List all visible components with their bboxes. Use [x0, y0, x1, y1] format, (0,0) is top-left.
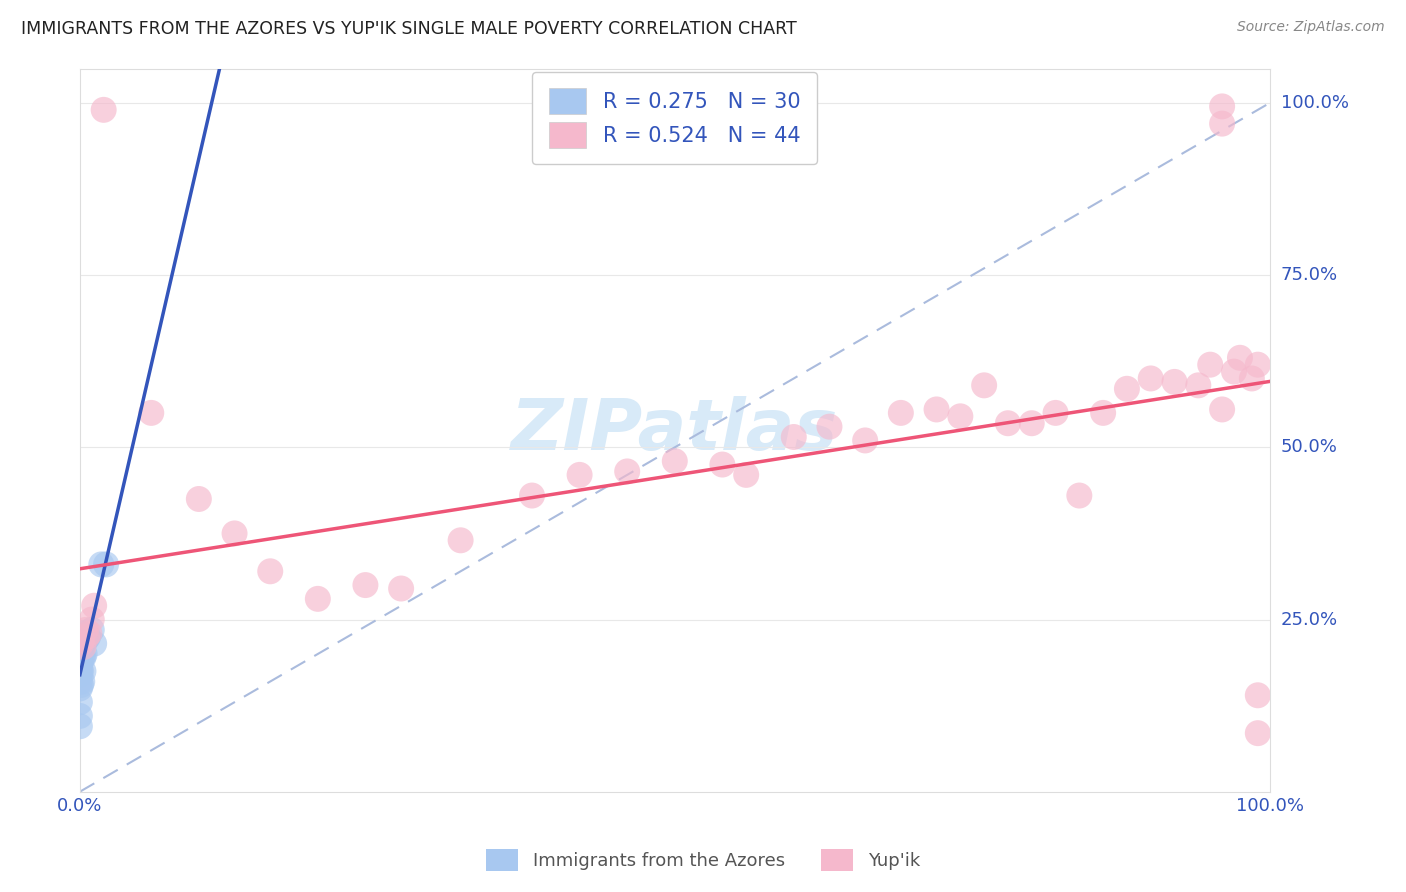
Point [70, 637, 93, 651]
Point [664, 454, 686, 468]
Point [70, 633, 93, 648]
Point [1240, 371, 1263, 385]
Text: Source: ZipAtlas.com: Source: ZipAtlas.com [1237, 20, 1385, 34]
Point [1069, 489, 1091, 503]
Text: 100.0%: 100.0% [1281, 94, 1348, 112]
Text: 25.0%: 25.0% [1281, 610, 1339, 629]
Point [890, 406, 912, 420]
Point [72, 640, 94, 654]
Point [77, 630, 100, 644]
Point [69, 654, 91, 668]
Point [520, 489, 543, 503]
Point [70, 633, 93, 648]
Point [1092, 406, 1115, 420]
Point [69, 664, 91, 678]
Point [70, 650, 93, 665]
Point [69, 667, 91, 681]
Point [949, 409, 972, 424]
Point [94, 558, 117, 572]
Point [853, 434, 876, 448]
Point [973, 378, 995, 392]
Point [1223, 365, 1246, 379]
Point [1211, 117, 1233, 131]
Point [997, 416, 1019, 430]
Point [72, 650, 94, 665]
Point [1163, 375, 1185, 389]
Point [80, 613, 103, 627]
Point [389, 582, 412, 596]
Point [72, 637, 94, 651]
Point [450, 533, 472, 548]
Text: 50.0%: 50.0% [1281, 438, 1337, 457]
Point [70, 626, 93, 640]
Point [80, 623, 103, 637]
Legend: R = 0.275   N = 30, R = 0.524   N = 44: R = 0.275 N = 30, R = 0.524 N = 44 [533, 71, 817, 164]
Point [1139, 371, 1161, 385]
Point [1211, 99, 1233, 113]
Point [69, 661, 91, 675]
Text: ZIPatlas: ZIPatlas [512, 396, 838, 465]
Point [1187, 378, 1209, 392]
Point [1116, 382, 1139, 396]
Point [925, 402, 948, 417]
Point [616, 465, 638, 479]
Point [735, 467, 758, 482]
Point [70, 654, 93, 668]
Point [69, 709, 91, 723]
Point [1045, 406, 1067, 420]
Point [73, 647, 96, 661]
Text: 75.0%: 75.0% [1281, 266, 1339, 285]
Point [1247, 726, 1270, 740]
Point [1247, 358, 1270, 372]
Point [141, 406, 163, 420]
Point [72, 664, 94, 678]
Point [224, 526, 246, 541]
Point [69, 695, 91, 709]
Point [818, 419, 841, 434]
Point [1229, 351, 1251, 365]
Point [70, 637, 93, 651]
Legend: Immigrants from the Azores, Yup'ik: Immigrants from the Azores, Yup'ik [478, 842, 928, 879]
Point [69, 657, 91, 672]
Point [70, 678, 93, 692]
Point [69, 681, 91, 696]
Point [568, 467, 591, 482]
Point [307, 591, 329, 606]
Point [69, 719, 91, 733]
Point [70, 664, 93, 678]
Point [70, 643, 93, 657]
Point [83, 637, 105, 651]
Point [83, 599, 105, 613]
Point [76, 630, 98, 644]
Point [783, 430, 806, 444]
Point [75, 633, 97, 648]
Point [1211, 402, 1233, 417]
Point [69, 674, 91, 689]
Point [90, 558, 112, 572]
Point [354, 578, 377, 592]
Point [1021, 416, 1043, 430]
Point [70, 674, 93, 689]
Point [259, 564, 281, 578]
Point [1247, 688, 1270, 702]
Point [711, 458, 734, 472]
Point [70, 637, 93, 651]
Point [75, 623, 97, 637]
Point [1199, 358, 1222, 372]
Point [79, 626, 101, 640]
Point [187, 491, 209, 506]
Point [93, 103, 115, 117]
Text: IMMIGRANTS FROM THE AZORES VS YUP'IK SINGLE MALE POVERTY CORRELATION CHART: IMMIGRANTS FROM THE AZORES VS YUP'IK SIN… [21, 20, 797, 37]
